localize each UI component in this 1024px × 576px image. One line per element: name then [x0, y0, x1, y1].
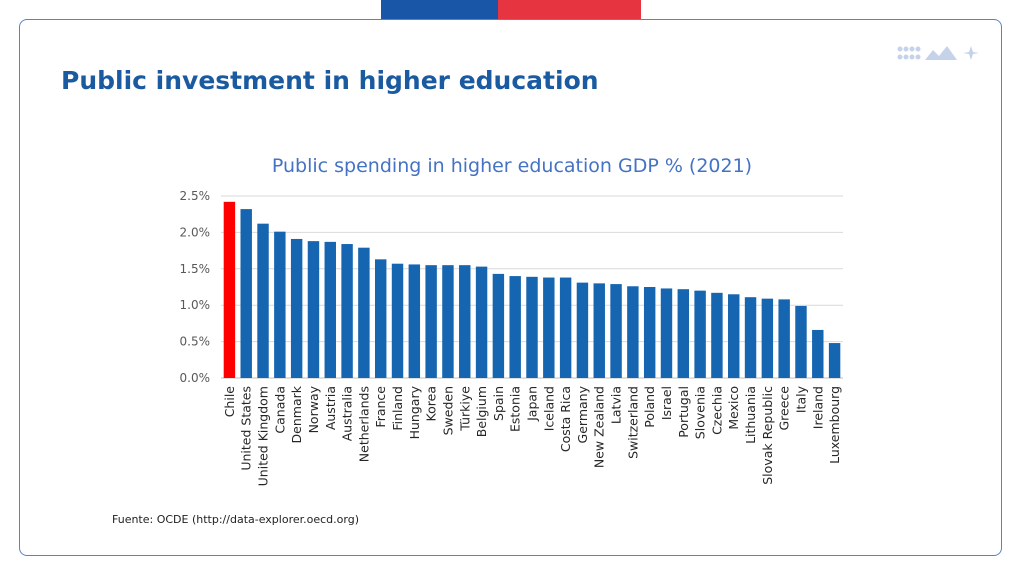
- x-tick-label: Estonia: [508, 386, 523, 432]
- x-tick-label: France: [373, 386, 388, 428]
- page-title: Public investment in higher education: [61, 66, 599, 95]
- x-tick-label: Hungary: [407, 385, 422, 439]
- bar-united-kingdom: [257, 223, 269, 378]
- x-tick-label: Greece: [777, 386, 792, 431]
- x-tick-label: Costa Rica: [558, 386, 573, 452]
- x-tick-label: Germany: [575, 385, 590, 443]
- y-tick-label: 1.5%: [180, 262, 211, 276]
- x-tick-label: Poland: [642, 386, 657, 428]
- x-tick-label: Canada: [272, 386, 287, 434]
- x-tick-label: Sweden: [440, 386, 455, 435]
- bar-norway: [307, 241, 320, 378]
- flag-red-stripe: [498, 0, 641, 19]
- y-tick-label: 2.0%: [180, 225, 211, 239]
- bar-finland: [391, 263, 404, 378]
- y-tick-label: 0.5%: [180, 335, 211, 349]
- bar-japan: [526, 276, 538, 378]
- bar-new-zealand: [593, 283, 605, 378]
- bar-mexico: [728, 294, 740, 378]
- x-tick-label: Latvia: [609, 386, 624, 424]
- x-tick-label: Belgium: [474, 386, 489, 437]
- bar-korea: [425, 265, 437, 378]
- x-tick-label: Israel: [659, 386, 674, 420]
- bar-israel: [660, 288, 673, 378]
- x-tick-label: New Zealand: [592, 386, 607, 468]
- bar-united-states: [240, 209, 252, 378]
- brand-logo-icon: [897, 46, 979, 60]
- bar-netherlands: [358, 247, 370, 378]
- source-note: Fuente: OCDE (http://data-explorer.oecd.…: [112, 513, 359, 526]
- x-tick-label: Lithuania: [743, 386, 758, 444]
- bar-czechia: [711, 292, 723, 378]
- x-tick-label: United Kingdom: [256, 386, 271, 486]
- x-tick-label: Japan: [525, 386, 540, 422]
- y-tick-label: 1.0%: [180, 298, 211, 312]
- bar-lithuania: [744, 297, 757, 378]
- bar-australia: [341, 244, 353, 378]
- x-tick-label: Korea: [424, 386, 439, 421]
- bar-chile: [223, 201, 236, 378]
- bar-slovenia: [694, 290, 706, 378]
- bar-portugal: [677, 289, 690, 378]
- x-tick-label: Mexico: [726, 386, 741, 430]
- x-tick-label: Switzerland: [625, 386, 640, 459]
- x-tick-label: United States: [239, 386, 254, 471]
- slide-card: [19, 19, 1002, 556]
- x-tick-label: Finland: [390, 386, 405, 431]
- y-tick-label: 0.0%: [180, 371, 211, 385]
- x-tick-label: Denmark: [289, 385, 304, 443]
- x-tick-label: Norway: [306, 385, 321, 433]
- y-tick-label: 2.5%: [180, 189, 211, 203]
- bar-latvia: [610, 284, 622, 378]
- x-tick-label: Slovenia: [693, 386, 708, 439]
- bar-poland: [643, 287, 656, 378]
- x-tick-label: Spain: [491, 386, 506, 421]
- bar-sweden: [442, 265, 454, 378]
- bar-ireland: [812, 329, 824, 378]
- bar-luxembourg: [828, 343, 841, 378]
- bar-austria: [324, 241, 336, 378]
- bar-estonia: [509, 276, 521, 378]
- bar-switzerland: [627, 286, 639, 378]
- x-tick-label: Netherlands: [356, 386, 371, 462]
- bar-slovak-republic: [761, 298, 774, 378]
- bar-france: [374, 259, 387, 378]
- x-tick-label: Austria: [323, 386, 338, 430]
- bar-iceland: [543, 277, 555, 378]
- bar-germany: [576, 282, 589, 378]
- flag-blue-stripe: [381, 0, 498, 19]
- bar-hungary: [408, 264, 421, 378]
- x-tick-label: Ireland: [810, 386, 825, 429]
- x-tick-label: Australia: [340, 386, 355, 441]
- x-tick-label: Türkiye: [457, 386, 472, 432]
- bar-spain: [492, 273, 505, 378]
- chart-title: Public spending in higher education GDP …: [0, 155, 1024, 177]
- bar-belgium: [475, 266, 488, 378]
- bar-denmark: [290, 238, 303, 378]
- x-tick-label: Iceland: [541, 386, 556, 431]
- x-tick-label: Slovak Republic: [760, 386, 775, 485]
- bar-greece: [778, 299, 790, 378]
- x-tick-label: Portugal: [676, 386, 691, 438]
- chart-title-text: Public spending in higher education GDP …: [271, 155, 753, 177]
- x-tick-label: Italy: [793, 385, 808, 413]
- x-tick-label: Chile: [222, 386, 237, 418]
- x-tick-label: Czechia: [709, 386, 724, 435]
- x-tick-label: Luxembourg: [827, 386, 842, 464]
- bar-italy: [795, 305, 807, 378]
- bar-canada: [274, 231, 286, 378]
- bar-costa-rica: [559, 277, 572, 378]
- bar-t-rkiye: [459, 265, 471, 378]
